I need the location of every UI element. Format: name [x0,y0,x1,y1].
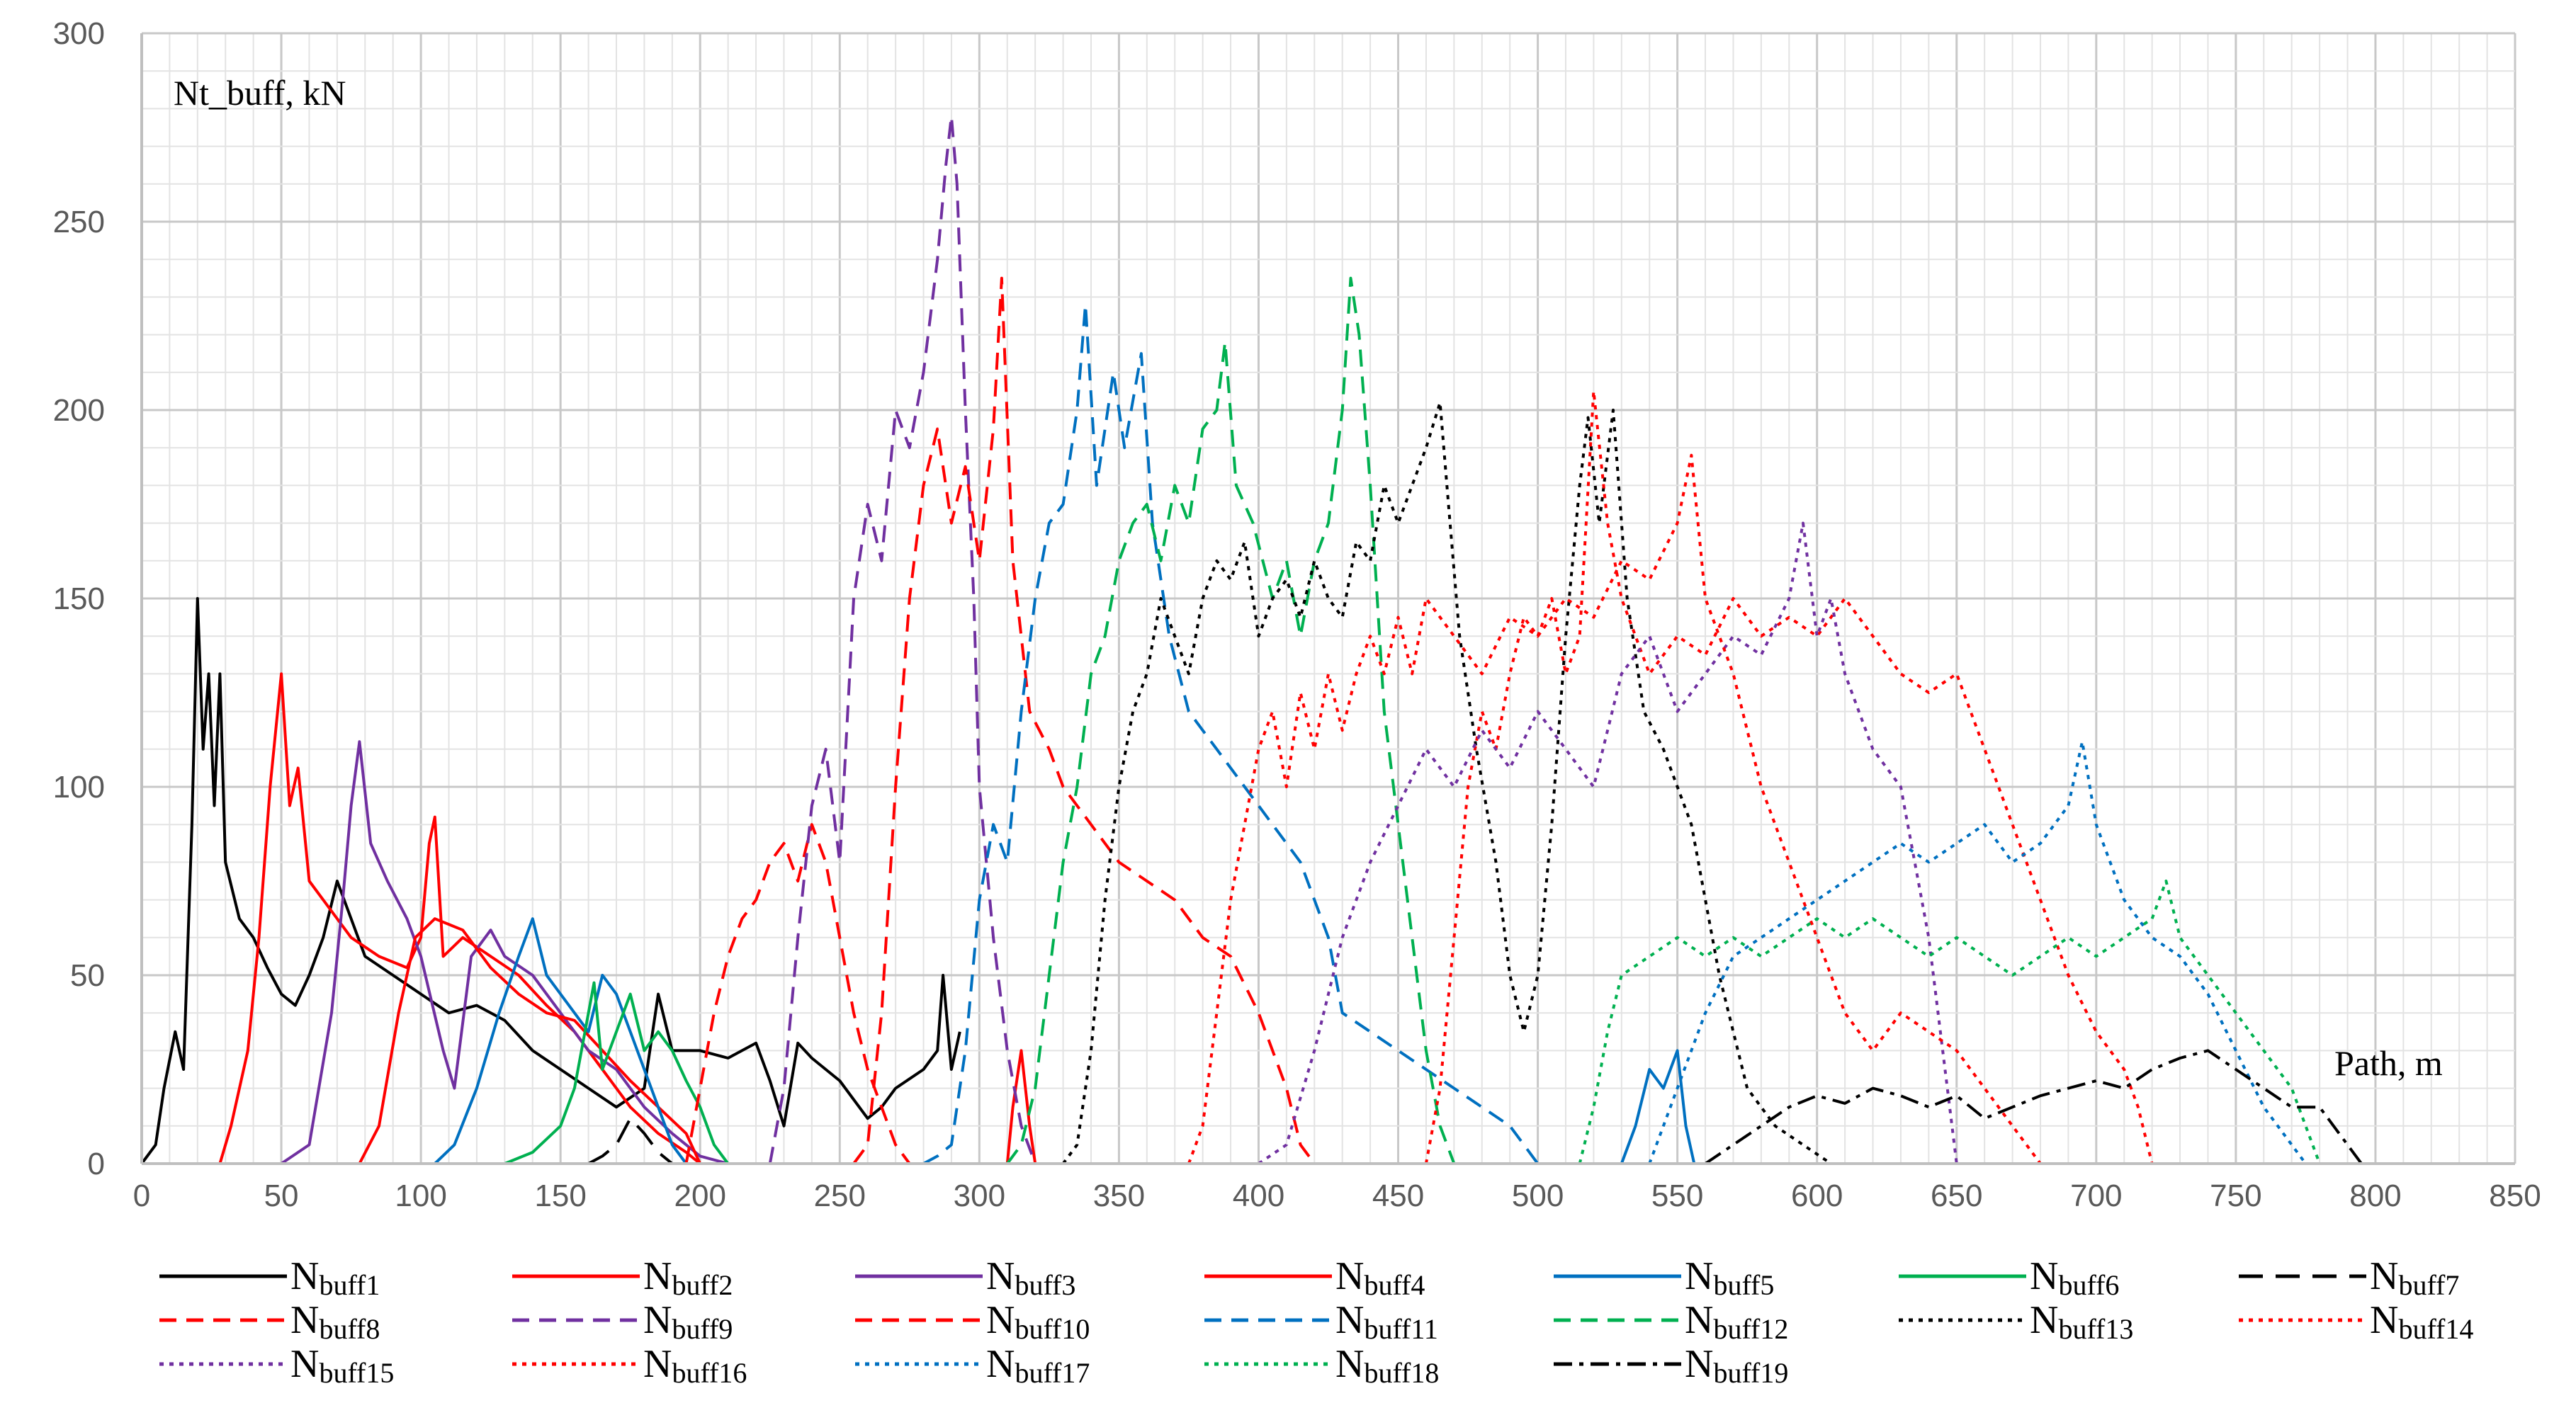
y-tick-label: 200 [53,393,105,428]
x-tick-label: 700 [2070,1178,2122,1213]
legend-label: Nbuff4 [1335,1254,1425,1301]
series-line-nbuff8 [684,823,911,1165]
legend-label: Nbuff5 [1685,1254,1774,1301]
x-tick-label: 850 [2489,1178,2541,1213]
x-tick-label: 350 [1093,1178,1145,1213]
legend-label: Nbuff6 [2030,1254,2119,1301]
series-line-nbuff17 [1648,740,2307,1165]
y-tick-label: 0 [88,1147,105,1181]
x-tick-label: 650 [1931,1178,1982,1213]
series-line-nbuff10 [852,276,1316,1165]
series-line-nbuff14 [1424,390,2154,1164]
y-tick-label: 150 [53,581,105,616]
x-tick-label: 0 [133,1178,150,1213]
series-line-nbuff7 [587,1117,674,1165]
x-tick-label: 400 [1233,1178,1284,1213]
y-axis-title: Nt_buff, kN [174,73,346,113]
y-tick-label: 100 [53,770,105,805]
x-tick-label: 500 [1512,1178,1564,1213]
x-tick-label: 100 [395,1178,446,1213]
legend-label: Nbuff8 [290,1298,380,1345]
x-tick-label: 750 [2210,1178,2261,1213]
x-tick-label: 600 [1791,1178,1843,1213]
x-tick-label: 200 [674,1178,726,1213]
legend-label: Nbuff13 [2030,1298,2133,1345]
y-tick-label: 250 [53,205,105,239]
legend-label: Nbuff14 [2370,1298,2473,1345]
x-tick-label: 450 [1372,1178,1424,1213]
axes [140,33,2515,1165]
series-line-nbuff15 [1258,521,1958,1165]
legend-label: Nbuff9 [643,1298,733,1345]
series-line-nbuff13 [1061,401,1832,1165]
x-tick-label: 300 [954,1178,1005,1213]
x-tick-label: 800 [2349,1178,2401,1213]
legend-label: Nbuff7 [2370,1254,2459,1301]
series-line-nbuff6 [504,981,730,1165]
series-line-nbuff2 [218,672,701,1165]
series-line-nbuff11 [922,303,1540,1165]
y-tick-label: 50 [70,958,105,993]
x-tick-label: 50 [264,1178,299,1213]
x-axis-title: Path, m [2334,1043,2443,1083]
legend-label: Nbuff19 [1685,1342,1788,1389]
legend-label: Nbuff2 [643,1254,733,1301]
legend-label: Nbuff3 [986,1254,1075,1301]
legend-label: Nbuff10 [986,1298,1090,1345]
legend-label: Nbuff12 [1685,1298,1788,1345]
series-line-nbuff19 [1704,1049,2363,1165]
series-line-nbuff1 [140,597,961,1165]
x-tick-label: 550 [1651,1178,1703,1213]
legend-label: Nbuff16 [643,1342,747,1389]
x-tick-label: 150 [534,1178,586,1213]
series-line-nbuff9 [768,115,1037,1164]
series-line-nbuff3 [280,740,729,1165]
legend: Nbuff1 Nbuff2 Nbuff3 Nbuff4 Nbuff5 Nbuff6 Nbuf… [159,1254,2473,1389]
legend-label: Nbuff17 [986,1342,1090,1389]
grid [140,32,2516,1165]
legend-label: Nbuff11 [1335,1298,1438,1345]
legend-label: Nbuff1 [290,1254,380,1301]
legend-label: Nbuff15 [290,1342,394,1389]
series-group [140,115,2363,1165]
legend-label: Nbuff18 [1335,1342,1439,1389]
y-tick-label: 300 [53,16,105,51]
series-line-nbuff4 [358,917,1037,1165]
x-tick-label: 250 [814,1178,866,1213]
series-line-nbuff12 [1006,276,1456,1165]
series-line-nbuff18 [1578,880,2321,1164]
tick-labels: 0 50 100 150 200 250 300 350 400 450 500 550 600 650 7… [53,16,2541,1213]
